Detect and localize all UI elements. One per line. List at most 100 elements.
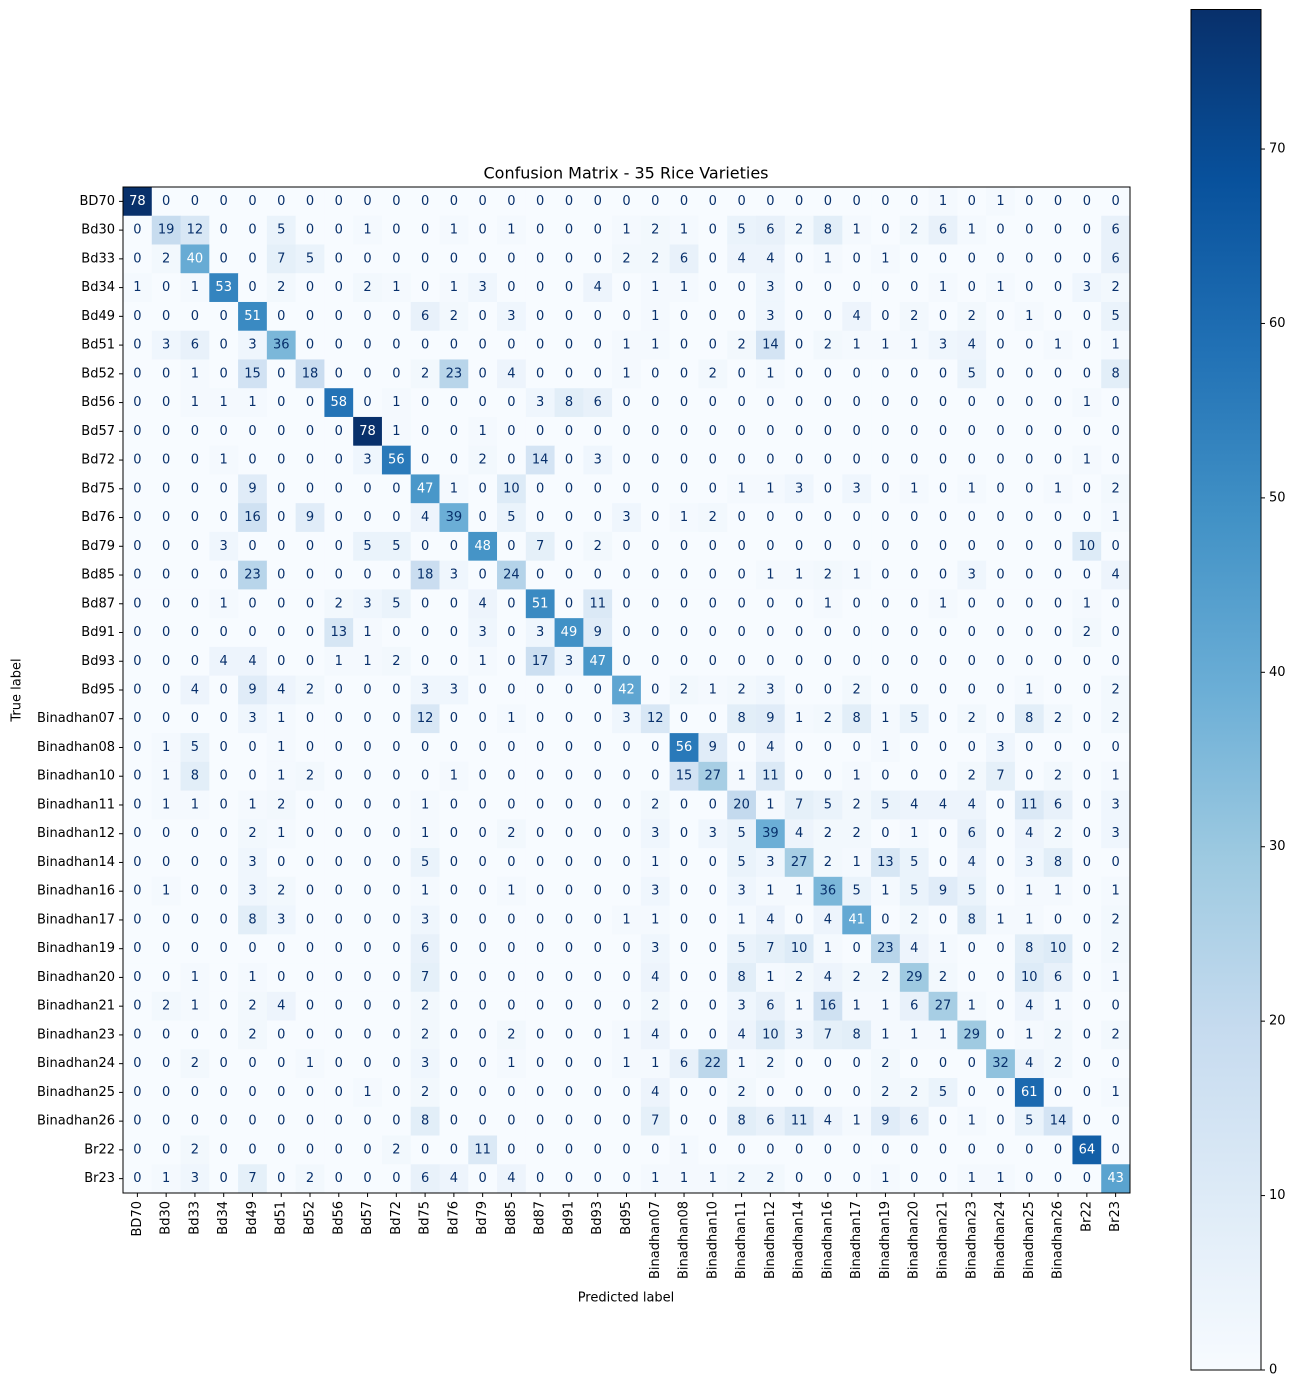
cell <box>180 761 210 792</box>
cell-value: 0 <box>306 481 314 496</box>
cell <box>151 963 182 993</box>
cell-value: 5 <box>277 223 285 238</box>
cell <box>468 301 498 332</box>
y-tick-label: Binadhan08 <box>37 740 115 755</box>
cell-value: 0 <box>363 481 371 496</box>
cell <box>1043 301 1073 332</box>
cell-value: 0 <box>1083 970 1091 985</box>
cell <box>1101 388 1131 418</box>
cell <box>123 876 153 907</box>
cell <box>410 388 440 418</box>
y-tick-label: Binadhan20 <box>37 970 115 985</box>
cell <box>497 704 527 734</box>
cell <box>612 790 642 820</box>
cell <box>238 301 268 332</box>
cell <box>871 503 901 533</box>
cell <box>1072 416 1102 447</box>
cell <box>612 503 642 533</box>
cell-value: 1 <box>795 711 803 726</box>
cell-value: 14 <box>532 453 549 468</box>
cell <box>295 416 325 447</box>
cell-value: 0 <box>939 395 947 410</box>
cell <box>755 905 786 935</box>
cell <box>151 819 182 849</box>
cell-value: 0 <box>421 338 429 353</box>
cell <box>583 905 613 935</box>
cell <box>266 244 297 274</box>
cell <box>784 589 815 619</box>
cell-value: 0 <box>133 970 141 985</box>
cell <box>784 761 815 792</box>
cell-value: 0 <box>507 251 515 266</box>
cell <box>525 503 556 533</box>
cell-value: 0 <box>565 683 573 698</box>
cell-value: 1 <box>881 1171 889 1186</box>
cell-value: 0 <box>191 453 199 468</box>
cell-value: 1 <box>248 970 256 985</box>
cell-value: 2 <box>306 683 314 698</box>
cell-value: 0 <box>853 740 861 755</box>
cell <box>957 359 987 389</box>
cell <box>640 646 671 677</box>
cell-value: 8 <box>248 912 256 927</box>
cell <box>468 963 498 993</box>
cell-value: 0 <box>1054 366 1062 381</box>
cell <box>928 301 958 332</box>
cell <box>669 819 699 849</box>
cell-value: 0 <box>622 797 630 812</box>
cell-value: 18 <box>417 568 434 583</box>
cell-value: 0 <box>220 510 228 525</box>
cell <box>957 244 987 274</box>
cell <box>612 244 642 274</box>
cell <box>755 215 786 245</box>
cell-value: 4 <box>766 740 774 755</box>
cell-value: 0 <box>881 366 889 381</box>
cell <box>1072 819 1102 849</box>
cell-value: 2 <box>191 1142 199 1157</box>
cell <box>353 761 383 792</box>
cell-value: 0 <box>651 654 659 669</box>
y-tick-label: Binadhan16 <box>37 884 115 899</box>
cell <box>1014 416 1045 447</box>
cell-value: 0 <box>594 510 602 525</box>
cell <box>727 445 757 475</box>
cell <box>381 876 412 907</box>
cell-value: 0 <box>421 194 429 209</box>
cell-value: 2 <box>248 1027 256 1042</box>
cell <box>727 244 757 274</box>
cell-value: 0 <box>651 539 659 554</box>
cell <box>1101 503 1131 533</box>
cell <box>957 761 987 792</box>
cell <box>209 531 239 562</box>
cell <box>497 905 527 935</box>
cell-value: 1 <box>1083 395 1091 410</box>
cell-value: 0 <box>939 826 947 841</box>
cell <box>468 618 498 648</box>
cell-value: 11 <box>589 596 606 611</box>
cell <box>871 244 901 274</box>
cell-value: 4 <box>1111 568 1119 583</box>
cell-value: 1 <box>651 1056 659 1071</box>
cell <box>353 675 383 705</box>
cell-value: 0 <box>507 941 515 956</box>
cell <box>468 876 498 907</box>
cell-value: 3 <box>565 654 573 669</box>
y-tick-label: Binadhan25 <box>37 1085 115 1100</box>
cell <box>1014 618 1045 648</box>
cell <box>324 560 354 590</box>
cell <box>180 474 210 504</box>
cell-value: 0 <box>824 654 832 669</box>
cell-value: 0 <box>191 510 199 525</box>
cell <box>266 301 297 332</box>
cell <box>640 531 671 562</box>
cell-value: 0 <box>133 1114 141 1129</box>
cell <box>899 819 930 849</box>
cell-value: 3 <box>709 826 717 841</box>
cell <box>1014 244 1045 274</box>
cell-value: 0 <box>824 769 832 784</box>
cell <box>180 359 210 389</box>
cell-value: 0 <box>910 194 918 209</box>
cell <box>1101 905 1131 935</box>
cell-value: 0 <box>248 1114 256 1129</box>
